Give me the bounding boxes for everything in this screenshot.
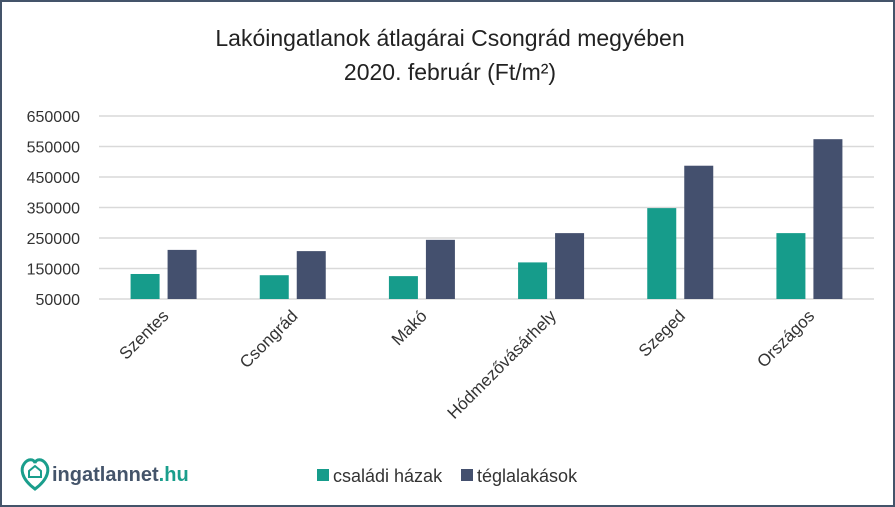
legend-swatch-csaladi-hazak xyxy=(317,469,329,481)
bar-teglalakasok-2 xyxy=(425,239,455,299)
ingatlannet-logo: ingatlannet.hu xyxy=(20,458,189,491)
bar-teglalakasok-4 xyxy=(684,165,714,299)
x-category-label: Szentes xyxy=(116,306,173,363)
chart-subtitle: 2020. február (Ft/m²) xyxy=(344,59,556,85)
legend: családi házak téglalakások xyxy=(317,466,578,486)
x-category-label: Szeged xyxy=(635,306,689,360)
svg-text:ingatlannet.hu: ingatlannet.hu xyxy=(52,464,189,486)
bar-teglalakasok-1 xyxy=(296,251,326,299)
bar-teglalakasok-0 xyxy=(167,249,197,299)
bar-teglalakasok-5 xyxy=(813,139,843,299)
bar-csaladi-hazak-4 xyxy=(647,208,677,299)
logo-text: ingatlannet xyxy=(52,464,159,486)
logo-tld: .hu xyxy=(159,464,189,486)
chart-title: Lakóingatlanok átlagárai Csongrád megyéb… xyxy=(215,25,684,51)
y-tick-label: 450000 xyxy=(27,170,80,187)
heart-house-icon xyxy=(20,458,50,491)
x-category-label: Országos xyxy=(753,306,818,371)
y-tick-label: 550000 xyxy=(27,140,80,157)
y-tick-label: 650000 xyxy=(27,109,80,126)
x-category-label: Csongrád xyxy=(236,306,302,372)
y-tick-label: 250000 xyxy=(27,231,80,248)
x-category-label: Hódmezővásárhely xyxy=(444,306,561,423)
x-category-label: Makó xyxy=(388,306,431,349)
bar-csaladi-hazak-2 xyxy=(388,276,418,299)
bar-csaladi-hazak-0 xyxy=(130,273,160,299)
legend-swatch-teglalakasok xyxy=(461,469,473,481)
bar-csaladi-hazak-1 xyxy=(259,275,289,299)
bar-csaladi-hazak-3 xyxy=(518,262,548,299)
bar-teglalakasok-3 xyxy=(555,233,585,299)
y-tick-label: 50000 xyxy=(36,292,81,309)
bar-csaladi-hazak-5 xyxy=(776,233,806,299)
legend-label-teglalakasok: téglalakások xyxy=(477,466,578,486)
legend-label-csaladi-hazak: családi házak xyxy=(333,466,443,486)
y-tick-label: 350000 xyxy=(27,201,80,218)
y-tick-label: 150000 xyxy=(27,262,80,279)
